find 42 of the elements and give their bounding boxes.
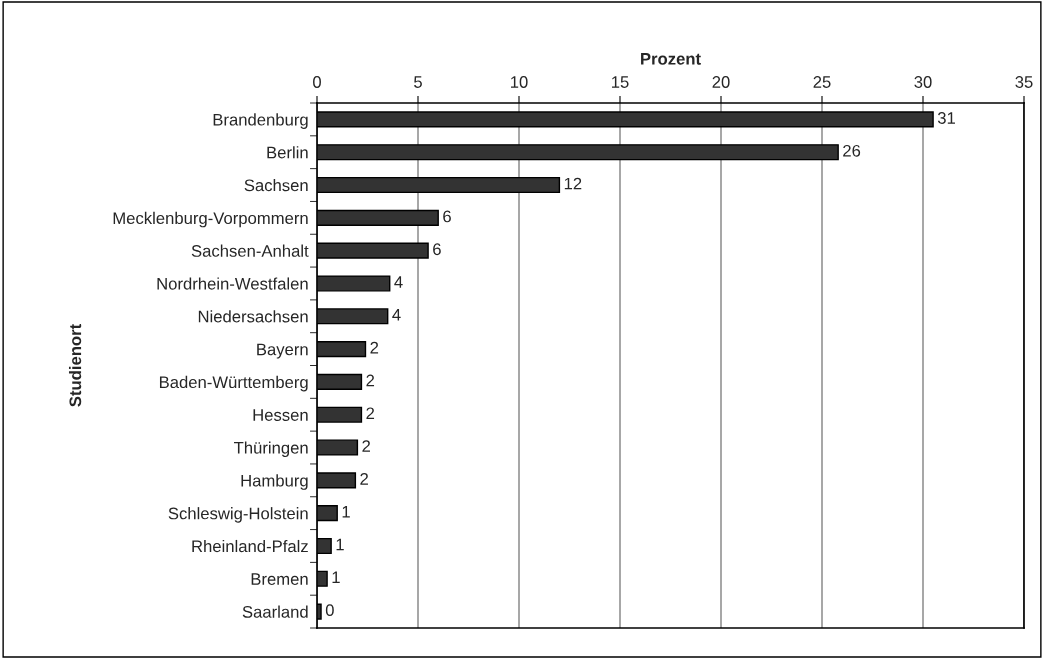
y-tick-label: Bayern [257, 343, 308, 359]
data-label: 1 [336, 538, 344, 551]
x-tick-label: 5 [414, 76, 422, 88]
x-tick-label: 0 [313, 76, 321, 88]
data-label: 26 [843, 144, 861, 157]
y-tick-label: Schleswig-Holstein [168, 507, 308, 523]
y-axis-title: Studienort [68, 324, 82, 407]
y-tick-label: Thüringen [234, 441, 308, 458]
y-tick-label: Sachsen-Anhalt [191, 244, 309, 257]
data-label: 31 [937, 112, 955, 124]
y-tick-label: Berlin [267, 146, 308, 159]
x-tick-label: 10 [511, 76, 528, 88]
data-label: 4 [392, 309, 401, 321]
y-tick-label: Bremen [251, 573, 308, 585]
data-label: 2 [360, 473, 368, 485]
data-label: 2 [370, 341, 379, 354]
y-tick-label: Brandenburg [213, 113, 308, 129]
y-tick-label: Rheinland-Pfalz [192, 539, 308, 553]
x-tick-label: 25 [813, 76, 831, 88]
data-label: 6 [433, 243, 441, 256]
y-tick-label: Niedersachsen [198, 310, 308, 323]
y-tick-label: Sachsen [244, 178, 308, 192]
data-label: 6 [443, 210, 451, 223]
data-label: 1 [332, 571, 340, 584]
y-tick-label: Hessen [253, 409, 308, 421]
y-tick-label: Hamburg [241, 474, 308, 490]
data-label: 2 [366, 407, 375, 420]
x-tick-label: 30 [914, 76, 932, 88]
data-label: 2 [362, 440, 370, 452]
y-tick-label: Baden-Württemberg [159, 375, 308, 392]
x-tick-label: 15 [612, 76, 629, 88]
data-label: 2 [366, 374, 375, 387]
y-tick-label: Mecklenburg-Vorpommern [113, 211, 308, 228]
data-label: 1 [342, 506, 350, 518]
data-label: 12 [564, 177, 582, 190]
y-tick-label: Saarland [242, 605, 308, 618]
data-label: 4 [394, 276, 403, 288]
x-tick-label: 20 [712, 76, 730, 88]
x-axis-title: Prozent [641, 53, 701, 65]
x-tick-label: 35 [1015, 76, 1033, 88]
y-tick-label: Nordrhein-Westfalen [157, 277, 308, 290]
data-label: 0 [325, 604, 334, 617]
